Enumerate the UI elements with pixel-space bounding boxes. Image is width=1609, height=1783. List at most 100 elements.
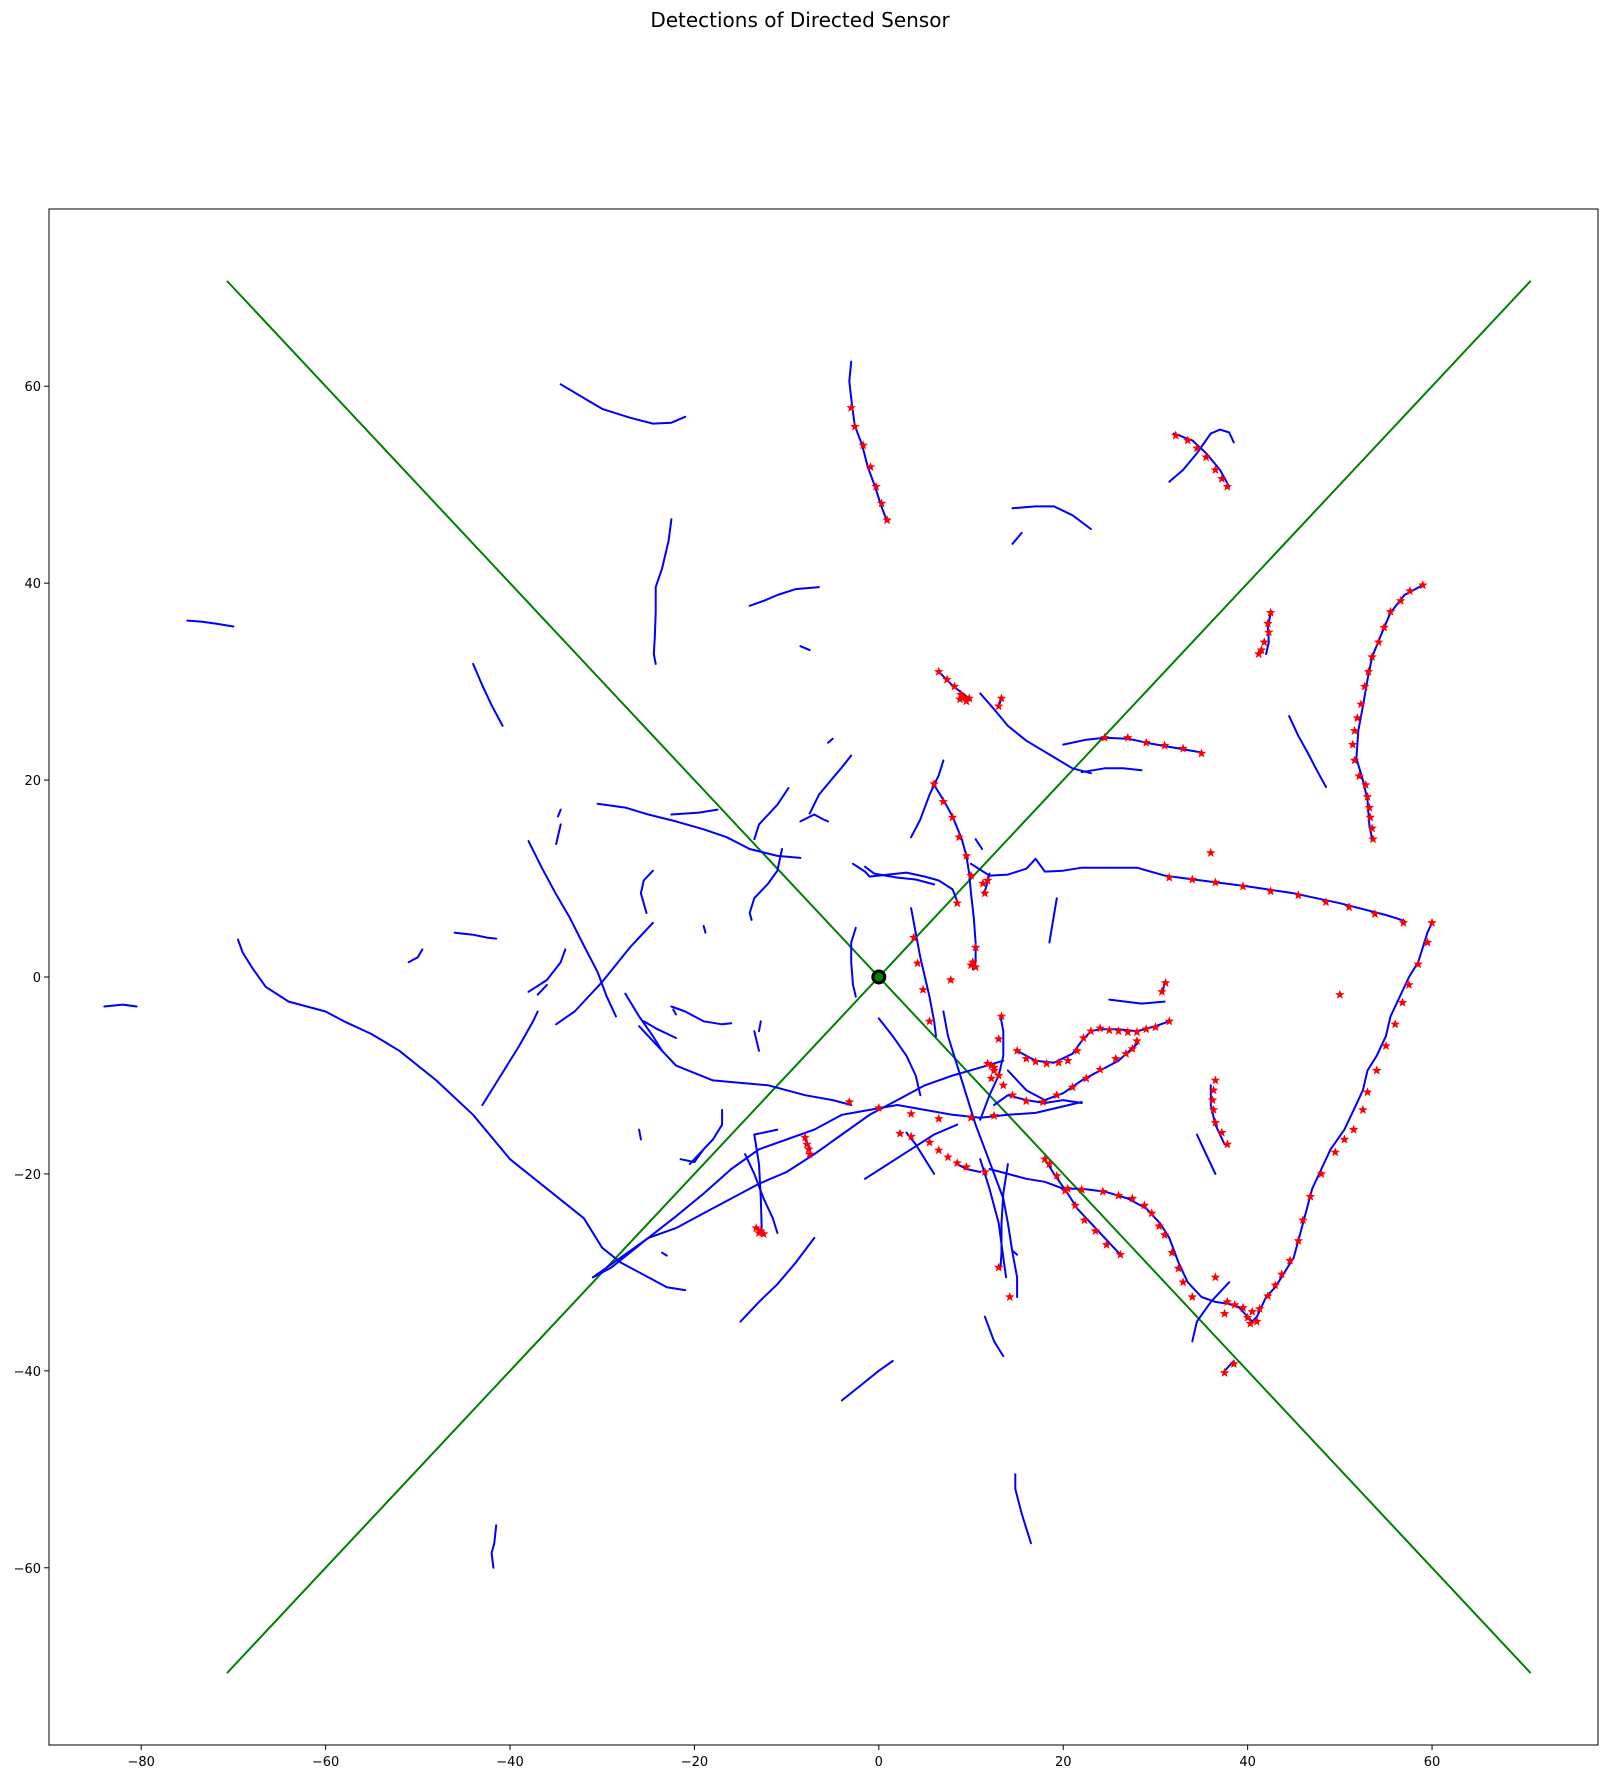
detection-star (1321, 897, 1331, 907)
track-line (848, 360, 888, 521)
detection-star (1238, 881, 1248, 891)
detection-star (850, 421, 860, 431)
track-line (999, 1163, 1009, 1269)
detection-star (1360, 681, 1370, 691)
detection-star (934, 1113, 944, 1123)
detection-star (1222, 1296, 1233, 1306)
detection-star (1285, 1255, 1295, 1265)
detection-star (1229, 1359, 1239, 1368)
detection-star (955, 694, 965, 704)
detection-star (882, 515, 892, 525)
detection-star (1101, 1239, 1112, 1249)
detection-star (751, 1223, 761, 1233)
track-line (840, 1360, 894, 1402)
track-line (555, 823, 562, 846)
detection-star (1293, 890, 1304, 900)
detection-star (1012, 1045, 1022, 1055)
detection-star (1362, 791, 1373, 801)
track-line (799, 645, 811, 652)
detection-star (1150, 1022, 1161, 1032)
track-line (910, 759, 945, 839)
detection-star (1038, 1097, 1048, 1107)
detection-star (956, 689, 966, 699)
detection-star (1192, 443, 1202, 453)
detection-star (1298, 1215, 1308, 1225)
detection-star (1178, 743, 1188, 753)
detection-star (952, 1158, 962, 1168)
detection-star (1141, 1024, 1151, 1034)
track-line (1011, 505, 1092, 530)
detection-star (1222, 1139, 1233, 1149)
track-line (974, 838, 984, 850)
detection-star (1360, 780, 1371, 789)
detection-star (918, 984, 928, 994)
detection-star (1030, 1056, 1041, 1066)
detection-star (1265, 607, 1276, 617)
detection-star (993, 1262, 1004, 1272)
track-line (407, 948, 424, 964)
track-line (979, 692, 1092, 775)
detection-star (1178, 1277, 1188, 1287)
track-line (481, 1010, 539, 1106)
track-line (748, 848, 783, 921)
detection-star (912, 958, 923, 968)
track-line (979, 1158, 1008, 1279)
detection-star (1160, 977, 1171, 987)
detection-star (1368, 834, 1378, 844)
detection-star (1095, 1064, 1105, 1074)
track-line (596, 802, 802, 859)
detection-star (1277, 1269, 1287, 1279)
detection-star (1390, 1019, 1400, 1029)
detection-star (865, 462, 876, 471)
detection-star (1113, 1026, 1124, 1036)
track-line (827, 737, 834, 744)
track-line (592, 1101, 1083, 1279)
detection-star (1344, 902, 1354, 912)
detection-star (1171, 430, 1181, 440)
detection-star (1349, 725, 1360, 735)
track-line (1108, 998, 1166, 1005)
detection-star (804, 1149, 815, 1159)
detection-star (1230, 1299, 1240, 1309)
detection-star (961, 696, 972, 706)
detection-star (1259, 637, 1269, 647)
detection-star (906, 1131, 916, 1141)
detection-star (934, 1145, 944, 1155)
track-line (744, 1153, 779, 1234)
detection-star (1044, 1159, 1055, 1169)
detection-star (1159, 1230, 1170, 1239)
detection-star (1098, 1186, 1108, 1196)
detection-star (996, 1011, 1007, 1021)
detection-star (1081, 1073, 1091, 1083)
detection-star (1132, 1027, 1142, 1037)
track-line (1048, 897, 1058, 944)
detection-star (1052, 1170, 1062, 1180)
detection-star (1339, 1134, 1350, 1144)
detection-star (943, 1152, 953, 1162)
detection-star (1147, 1208, 1157, 1218)
y-tick-label: 0 (33, 971, 41, 986)
detection-star (1293, 1235, 1304, 1245)
track-line (638, 1025, 853, 1106)
track-line (970, 857, 1406, 922)
detection-star (1222, 481, 1233, 491)
x-tick-label: 20 (1055, 1755, 1072, 1770)
track-line (670, 1005, 733, 1026)
detection-star (952, 898, 962, 908)
detection-star (802, 1139, 812, 1149)
detection-star (1040, 1154, 1050, 1164)
detection-star (1365, 812, 1375, 822)
detection-star (756, 1226, 766, 1236)
detection-star (1316, 1168, 1327, 1178)
y-tick-label: −40 (14, 1365, 41, 1380)
detection-star (1256, 645, 1267, 655)
detection-star (1373, 637, 1384, 647)
detection-star (1217, 1127, 1227, 1137)
detection-star (1330, 1147, 1340, 1157)
detection-star (1182, 435, 1193, 445)
track-line (642, 1020, 677, 1039)
track-line (555, 921, 654, 1026)
detection-star (993, 701, 1004, 711)
track-line (956, 1163, 982, 1173)
detection-star (1210, 464, 1221, 474)
